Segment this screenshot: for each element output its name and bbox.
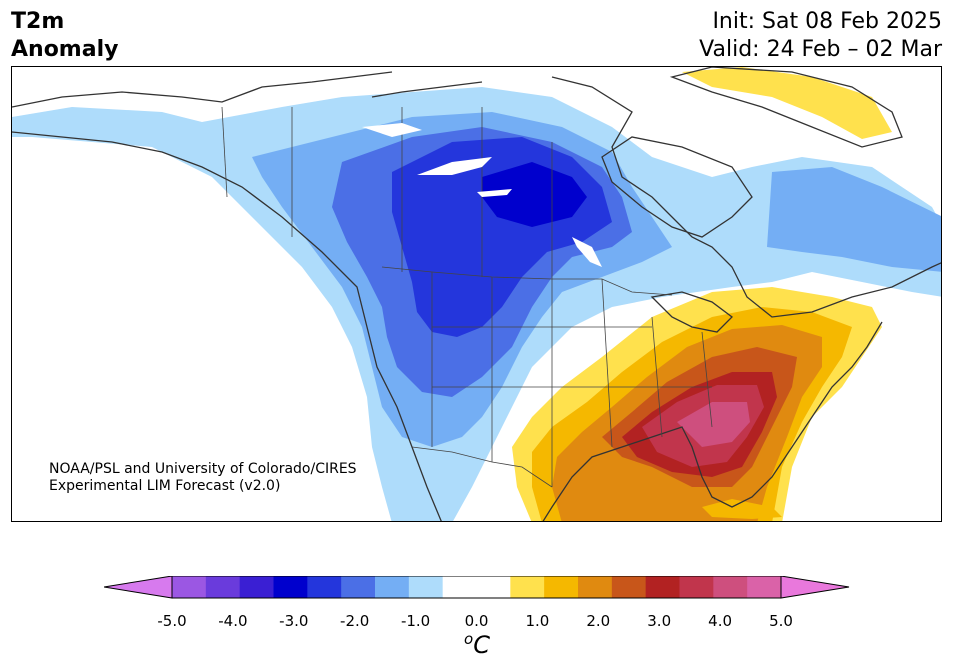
colorbar-tick-label: 3.0 [647,612,672,630]
colorbar-cell [205,576,241,598]
warm-band-7 [677,402,750,447]
state-line-6 [701,331,713,428]
colorbar-tick-label: 0.0 [464,612,489,630]
credit-line-1: NOAA/PSL and University of Colorado/CIRE… [49,461,357,477]
map-title-variable: T2m Anomaly [11,8,118,64]
state-line-5 [651,316,663,438]
colorbar-tick-label: -5.0 [157,612,187,630]
great-lakes [650,291,733,333]
political-boundaries [221,106,713,488]
greenland-coast [669,67,903,148]
lake-winnipeg [572,237,602,267]
state-line-4 [601,278,613,448]
valid-date-label: Valid: 24 Feb – 02 Mar [699,37,942,62]
colorbar-tick-label: -2.0 [340,612,370,630]
colorbar-tick-label: 1.0 [525,612,550,630]
colorbar-tick-label: -3.0 [279,612,309,630]
warm-band-greenland [682,67,892,139]
cold-band-4 [482,162,587,227]
colorbar-cell [172,576,207,598]
unit-letter: C [473,631,490,659]
colorbar-tick-label: -4.0 [218,612,248,630]
colorbar-cell [375,576,410,598]
colorbar-cell [611,576,647,598]
colorbar-cell [341,576,376,598]
colorbar-under-arrow [104,576,173,599]
unit-degree-superscript: o [464,630,474,648]
coastlines [12,67,941,521]
cold-anomaly-shading [12,87,941,521]
colorbar-cell [476,576,511,598]
colorbar-tick-label: 4.0 [708,612,733,630]
north-america-coast [12,71,941,521]
cold-band-1-east [767,167,941,272]
colorbar-tick-label: 5.0 [769,612,793,630]
colorbar-cell [578,576,613,598]
colorbar-cell [544,576,579,598]
great-slave-lake [417,157,492,175]
credit-line-2: Experimental LIM Forecast (v2.0) [49,478,281,494]
colorbar-over-arrow [780,576,850,599]
colorbar-outline [171,576,782,599]
colorbar-cells [172,576,782,598]
colorbar-cell [273,576,308,598]
warm-band-cuba [702,499,782,519]
colorbar-tick-label: -1.0 [400,612,431,630]
map-canvas [12,67,941,521]
colorbar-cell [408,576,444,598]
colorbar-cell [645,576,680,598]
colorbar-cell [239,576,274,598]
title-line-2: Anomaly [11,37,119,62]
warm-anomaly-shading [512,67,892,521]
colorbar-cell [679,576,714,598]
colorbar-tick-label: 2.0 [586,612,611,630]
map-title-dates: Init: Sat 08 Feb 2025 Valid: 24 Feb – 02… [699,8,942,64]
canada-alaska-border [221,106,228,198]
init-date-label: Init: Sat 08 Feb 2025 [712,9,942,34]
colorbar-unit-label: oC [464,630,490,659]
colorbar-cell [747,576,782,598]
colorbar-cell [442,576,477,598]
hudson-bay-coast [601,136,753,238]
great-bear-lake [362,123,422,137]
title-line-1: T2m [11,9,65,34]
colorbar-cell [713,576,748,598]
colorbar [104,576,850,599]
colorbar-cell [307,576,342,598]
colorbar-cell [510,576,545,598]
inland-water [362,123,602,267]
lake-athabasca [477,189,512,197]
anomaly-map [11,66,942,522]
data-credit: NOAA/PSL and University of Colorado/CIRE… [49,461,357,495]
